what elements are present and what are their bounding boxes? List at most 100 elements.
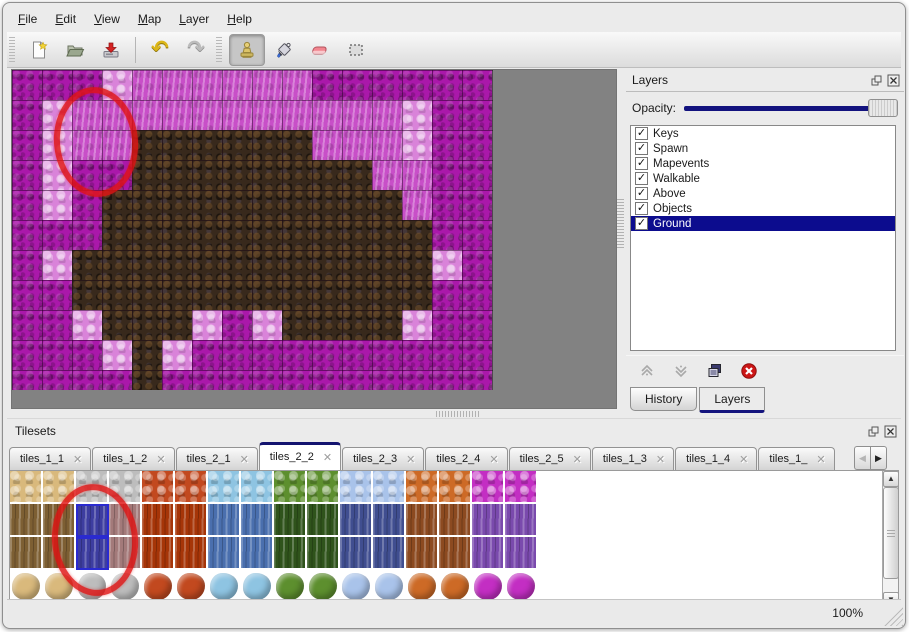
redo-button[interactable]: ↷ — [179, 35, 213, 65]
map-tile[interactable] — [312, 340, 342, 370]
map-tile[interactable] — [462, 310, 492, 340]
tab-close-icon[interactable]: ✕ — [322, 452, 333, 464]
map-view[interactable] — [11, 69, 617, 409]
map-tile[interactable] — [462, 160, 492, 190]
map-tile[interactable] — [282, 130, 312, 160]
map-tile[interactable] — [252, 280, 282, 310]
map-tile[interactable] — [282, 250, 312, 280]
tileset-vertical-scrollbar[interactable]: ▲ ▼ — [882, 471, 898, 608]
map-tile[interactable] — [192, 160, 222, 190]
map-tile[interactable] — [342, 70, 372, 100]
tileset-tile[interactable] — [241, 537, 274, 570]
tileset-tile[interactable] — [307, 471, 340, 504]
tileset-tile[interactable] — [43, 471, 76, 504]
tileset-tile[interactable] — [241, 504, 274, 537]
map-tile[interactable] — [282, 160, 312, 190]
map-tile[interactable] — [12, 160, 42, 190]
map-tile[interactable] — [162, 280, 192, 310]
map-tile[interactable] — [342, 280, 372, 310]
map-tile[interactable] — [252, 100, 282, 130]
close-icon[interactable] — [887, 74, 900, 87]
map-tile[interactable] — [402, 340, 432, 370]
map-tile[interactable] — [132, 220, 162, 250]
tileset-tile[interactable] — [472, 537, 505, 570]
new-button[interactable] — [22, 35, 56, 65]
tileset-tile[interactable] — [208, 570, 241, 603]
tileset-tile[interactable] — [43, 570, 76, 603]
map-tile[interactable] — [132, 70, 162, 100]
map-tile[interactable] — [132, 100, 162, 130]
tileset-tile[interactable] — [439, 504, 472, 537]
layer-row-spawn[interactable]: ✓ Spawn — [631, 141, 895, 156]
map-tile[interactable] — [102, 100, 132, 130]
map-tile[interactable] — [42, 370, 72, 390]
tileset-tile[interactable] — [274, 537, 307, 570]
tileset-tile[interactable] — [406, 504, 439, 537]
tileset-tab-tiles_2_3[interactable]: tiles_2_3 ✕ — [342, 447, 425, 471]
map-tile[interactable] — [402, 100, 432, 130]
opacity-slider-track[interactable] — [684, 105, 874, 111]
map-tile[interactable] — [102, 310, 132, 340]
layer-visibility-checkbox[interactable]: ✓ — [635, 172, 648, 185]
map-tile[interactable] — [312, 130, 342, 160]
map-tile[interactable] — [432, 280, 462, 310]
map-tile[interactable] — [432, 190, 462, 220]
map-tile[interactable] — [222, 310, 252, 340]
map-tile[interactable] — [402, 370, 432, 390]
tileset-tile[interactable] — [472, 504, 505, 537]
tileset-tile[interactable] — [175, 471, 208, 504]
map-tile[interactable] — [162, 220, 192, 250]
tileset-tile[interactable] — [472, 471, 505, 504]
map-tile[interactable] — [192, 310, 222, 340]
toolbar-drag-handle[interactable] — [9, 36, 15, 63]
tileset-tab-tiles_2_4[interactable]: tiles_2_4 ✕ — [425, 447, 508, 471]
tileset-tile[interactable] — [109, 504, 142, 537]
map-tile[interactable] — [192, 370, 222, 390]
tileset-tile[interactable] — [208, 537, 241, 570]
layer-row-walkable[interactable]: ✓ Walkable — [631, 171, 895, 186]
map-tile[interactable] — [432, 220, 462, 250]
layer-visibility-checkbox[interactable]: ✓ — [635, 127, 648, 140]
map-tile[interactable] — [342, 250, 372, 280]
map-tile[interactable] — [222, 100, 252, 130]
tileset-tile[interactable] — [406, 471, 439, 504]
tileset-tile[interactable] — [505, 471, 538, 504]
map-tile[interactable] — [282, 310, 312, 340]
tileset-tile[interactable] — [406, 537, 439, 570]
map-tile[interactable] — [12, 370, 42, 390]
map-tile[interactable] — [342, 370, 372, 390]
scrollbar-thumb[interactable] — [883, 487, 898, 579]
map-tile[interactable] — [462, 340, 492, 370]
map-tile[interactable] — [252, 340, 282, 370]
opacity-slider-handle[interactable] — [868, 99, 898, 117]
map-canvas[interactable] — [12, 70, 492, 390]
map-tile[interactable] — [72, 160, 102, 190]
map-tile[interactable] — [102, 220, 132, 250]
map-tile[interactable] — [132, 130, 162, 160]
map-tile[interactable] — [252, 310, 282, 340]
map-tile[interactable] — [132, 370, 162, 390]
map-tile[interactable] — [102, 280, 132, 310]
map-tile[interactable] — [462, 370, 492, 390]
map-tile[interactable] — [432, 340, 462, 370]
map-tile[interactable] — [132, 250, 162, 280]
map-tile[interactable] — [72, 190, 102, 220]
float-icon[interactable] — [870, 74, 883, 87]
map-tile[interactable] — [222, 130, 252, 160]
map-tile[interactable] — [432, 250, 462, 280]
tab-close-icon[interactable]: ✕ — [489, 454, 499, 466]
layer-visibility-checkbox[interactable]: ✓ — [635, 142, 648, 155]
map-tile[interactable] — [222, 220, 252, 250]
tileset-tile[interactable] — [340, 504, 373, 537]
tileset-tile[interactable] — [109, 537, 142, 570]
map-tile[interactable] — [372, 70, 402, 100]
map-tile[interactable] — [42, 250, 72, 280]
tileset-tile[interactable] — [76, 471, 109, 504]
undo-button[interactable]: ↶ — [143, 35, 177, 65]
tileset-tile[interactable] — [373, 504, 406, 537]
tileset-tile[interactable] — [10, 504, 43, 537]
map-tile[interactable] — [432, 100, 462, 130]
stamp-tool-button[interactable] — [229, 33, 265, 66]
map-tile[interactable] — [462, 190, 492, 220]
map-tile[interactable] — [372, 340, 402, 370]
